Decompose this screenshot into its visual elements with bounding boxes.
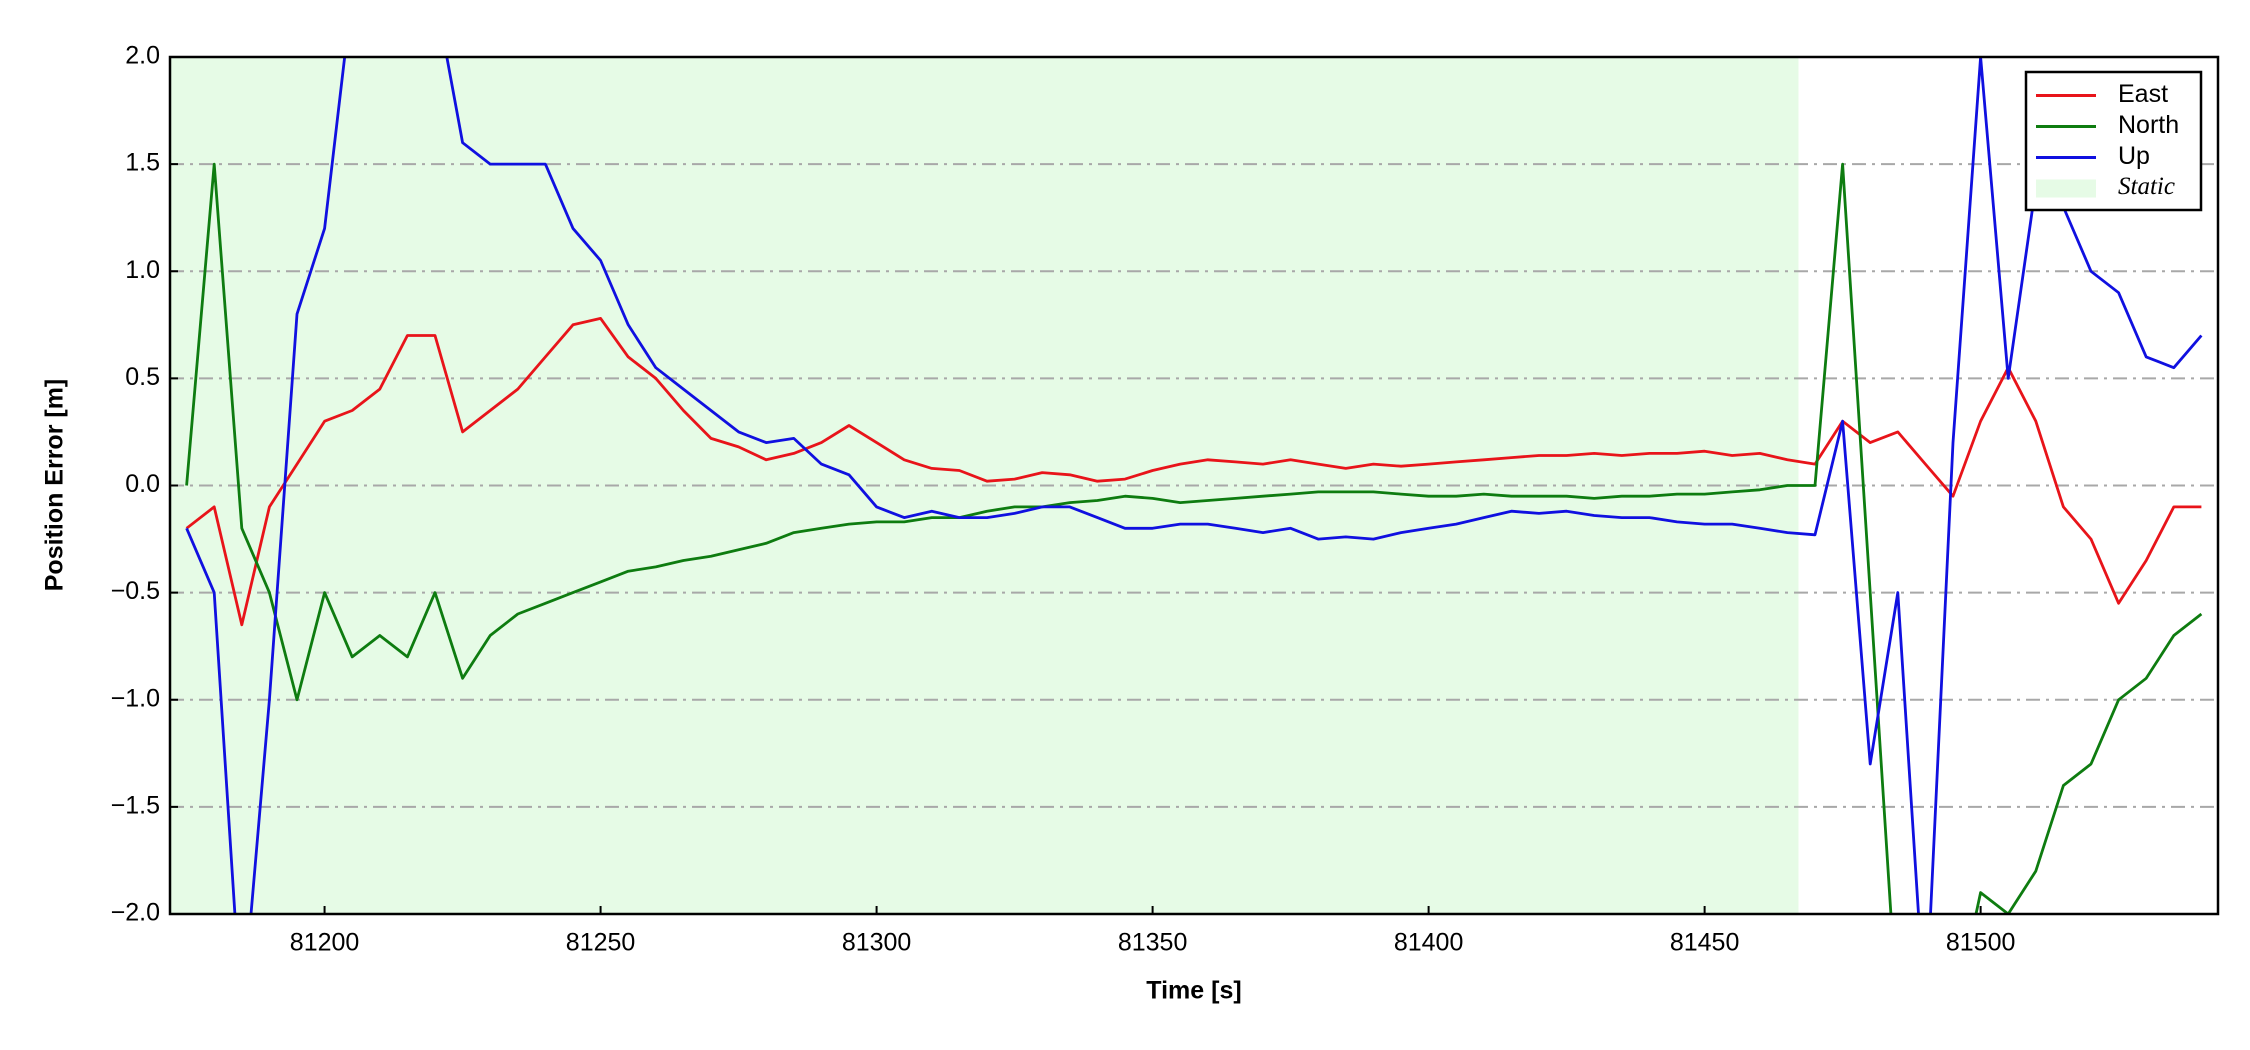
y-tick-label: 0.0 [125,470,160,498]
x-axis-label: Time [s] [1146,977,1241,1005]
lines-layer [185,57,2203,914]
y-tick-label: 1.5 [125,149,160,177]
series-line [185,57,2203,914]
y-tick-label: −2.0 [111,899,160,927]
legend-label: North [2118,111,2179,139]
legend-label: East [2118,80,2168,108]
y-tick-label: −1.5 [111,791,160,819]
legend-swatch [2036,179,2096,198]
series-line [185,162,2203,914]
legend: East North Up Static [2024,70,2203,212]
x-tick-label: 81450 [1670,929,1740,957]
y-tick-label: 1.0 [125,256,160,284]
legend-label: Up [2118,142,2150,170]
x-tick-label: 81350 [1118,929,1188,957]
y-axis-label: Position Error [m] [41,379,69,592]
series-line [185,317,2202,627]
legend-label: Static [2118,173,2175,200]
y-tick-label: −1.0 [111,684,160,712]
x-tick-label: 81400 [1394,929,1464,957]
x-tick-label: 81300 [842,929,912,957]
x-tick-label: 81200 [290,929,360,957]
x-tick-label: 81500 [1946,929,2016,957]
y-tick-label: −0.5 [111,577,160,605]
y-tick-label: 2.0 [125,42,160,70]
y-tick-label: 0.5 [125,363,160,391]
x-tick-label: 81250 [566,929,636,957]
